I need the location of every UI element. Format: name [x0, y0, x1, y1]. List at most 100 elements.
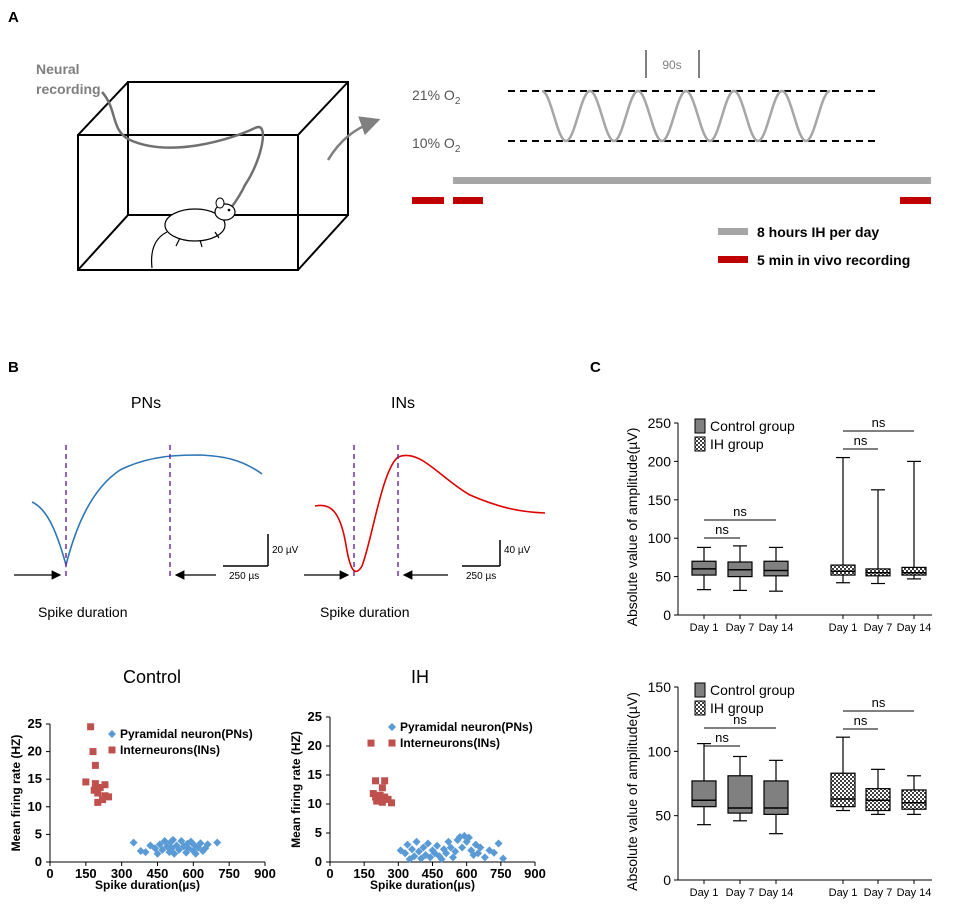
pn-point: [129, 838, 138, 847]
pn-point: [153, 849, 162, 858]
pn-point: [419, 843, 428, 852]
pn-point: [444, 837, 453, 846]
x-tick-label: 450: [422, 866, 444, 881]
cage-illustration: [77, 81, 349, 271]
in-point: [372, 777, 380, 785]
y-tick-label: 100: [648, 530, 672, 546]
x-tick-label: 150: [75, 866, 97, 881]
pn-point: [433, 841, 442, 850]
recording-cable: [101, 91, 265, 213]
in-point: [378, 784, 386, 792]
boxplot-chart-top: 0 50 100 150 200 250 Absolute value of amplitu…: [624, 415, 932, 634]
in-point: [87, 723, 95, 731]
pn-point: [458, 843, 467, 852]
y-axis-label: Mean firing rate (HZ): [9, 735, 23, 852]
o2-low-label: 10% O2: [412, 135, 461, 155]
box: [691, 560, 717, 576]
pn-point: [474, 849, 483, 858]
pn-point: [401, 849, 410, 858]
chart-title: Control: [123, 667, 181, 687]
y-tick-label: 50: [655, 808, 671, 824]
legend-label: Control group: [710, 682, 795, 698]
pn-point: [410, 852, 419, 861]
x-tick-label: 300: [111, 866, 133, 881]
x-tick-label: 600: [182, 866, 204, 881]
ins-scale-v-label: 40 µV: [504, 545, 531, 556]
x-tick-label: 750: [218, 866, 240, 881]
x-tick-label: 0: [326, 866, 333, 881]
panel-label-b: B: [8, 359, 19, 376]
ins-scale-t-label: 250 µs: [466, 571, 496, 582]
legend-label-ih: 8 hours IH per day: [757, 224, 879, 240]
pn-point: [490, 848, 498, 857]
y-tick-label: 0: [663, 872, 671, 888]
in-point: [94, 789, 102, 797]
significance-label: ns: [733, 504, 747, 519]
scatter-chart-ih: IH 0 150 300 450 600 750 900 0 5 10 15 20 25 Spike dur…: [289, 667, 546, 892]
ins-title: INs: [391, 395, 415, 412]
in-point: [91, 761, 99, 769]
x-tick-label: Day 1: [690, 622, 719, 634]
pn-point: [191, 849, 200, 858]
in-point: [105, 793, 113, 801]
pns-title: PNs: [131, 395, 161, 412]
legend-diamond-icon: [108, 730, 116, 738]
y-tick-label: 10: [28, 799, 42, 814]
pn-point: [446, 843, 455, 852]
pn-point: [412, 837, 421, 846]
in-point: [89, 748, 97, 756]
y-tick-label: 25: [28, 716, 42, 731]
x-tick-label: Day 7: [864, 622, 893, 634]
box: [727, 775, 753, 814]
recording-bar-2: [453, 197, 483, 204]
in-point: [378, 798, 386, 806]
significance-label: ns: [854, 713, 868, 728]
recording-bar-3: [900, 197, 931, 204]
y-tick-label: 5: [315, 825, 322, 840]
legend-label: IH group: [710, 436, 764, 452]
y-tick-label: 20: [28, 744, 42, 759]
in-point: [94, 798, 102, 806]
legend-label: Control group: [710, 418, 795, 434]
legend-label: Pyramidal neuron(PNs): [400, 720, 533, 734]
pn-point: [423, 839, 432, 848]
box: [901, 789, 927, 810]
y-tick-label: 250: [648, 415, 672, 431]
chart-title: IH: [411, 667, 429, 687]
x-tick-label: 150: [353, 866, 375, 881]
significance-label: ns: [872, 695, 886, 710]
in-point: [82, 778, 90, 786]
in-point: [91, 780, 99, 788]
pn-point: [175, 845, 183, 854]
pn-point: [196, 839, 205, 848]
box: [763, 560, 789, 577]
legend-square-icon: [388, 739, 396, 747]
box: [901, 566, 927, 576]
pns-scale-v-label: 20 µV: [272, 545, 299, 556]
legend-swatch-recording: [718, 256, 748, 263]
box: [691, 780, 717, 808]
y-tick-label: 15: [308, 767, 322, 782]
y-tick-label: 100: [648, 743, 672, 759]
x-tick-label: Day 7: [726, 887, 755, 899]
x-tick-label: Day 14: [759, 622, 794, 634]
y-axis-label: Absolute value of amplitude(µV): [624, 428, 640, 627]
panel-label-a: A: [8, 9, 19, 26]
pn-point: [494, 839, 503, 848]
neural-recording-label-line1: Neural: [36, 61, 80, 77]
significance-label: ns: [854, 433, 868, 448]
ins-spike-duration-label: Spike duration: [320, 604, 410, 620]
recording-bar-1: [412, 197, 444, 204]
in-point: [376, 791, 384, 799]
significance-label: ns: [715, 522, 729, 537]
period-label: 90s: [662, 58, 681, 72]
x-tick-label: Day 1: [829, 887, 858, 899]
legend-swatch: [694, 700, 706, 716]
pn-point: [451, 847, 460, 856]
pn-point: [480, 853, 489, 862]
y-tick-label: 5: [35, 826, 42, 841]
arrow-icon: [326, 116, 381, 161]
x-tick-label: Day 7: [864, 887, 893, 899]
y-tick-label: 0: [315, 854, 322, 869]
pn-point: [426, 853, 435, 862]
